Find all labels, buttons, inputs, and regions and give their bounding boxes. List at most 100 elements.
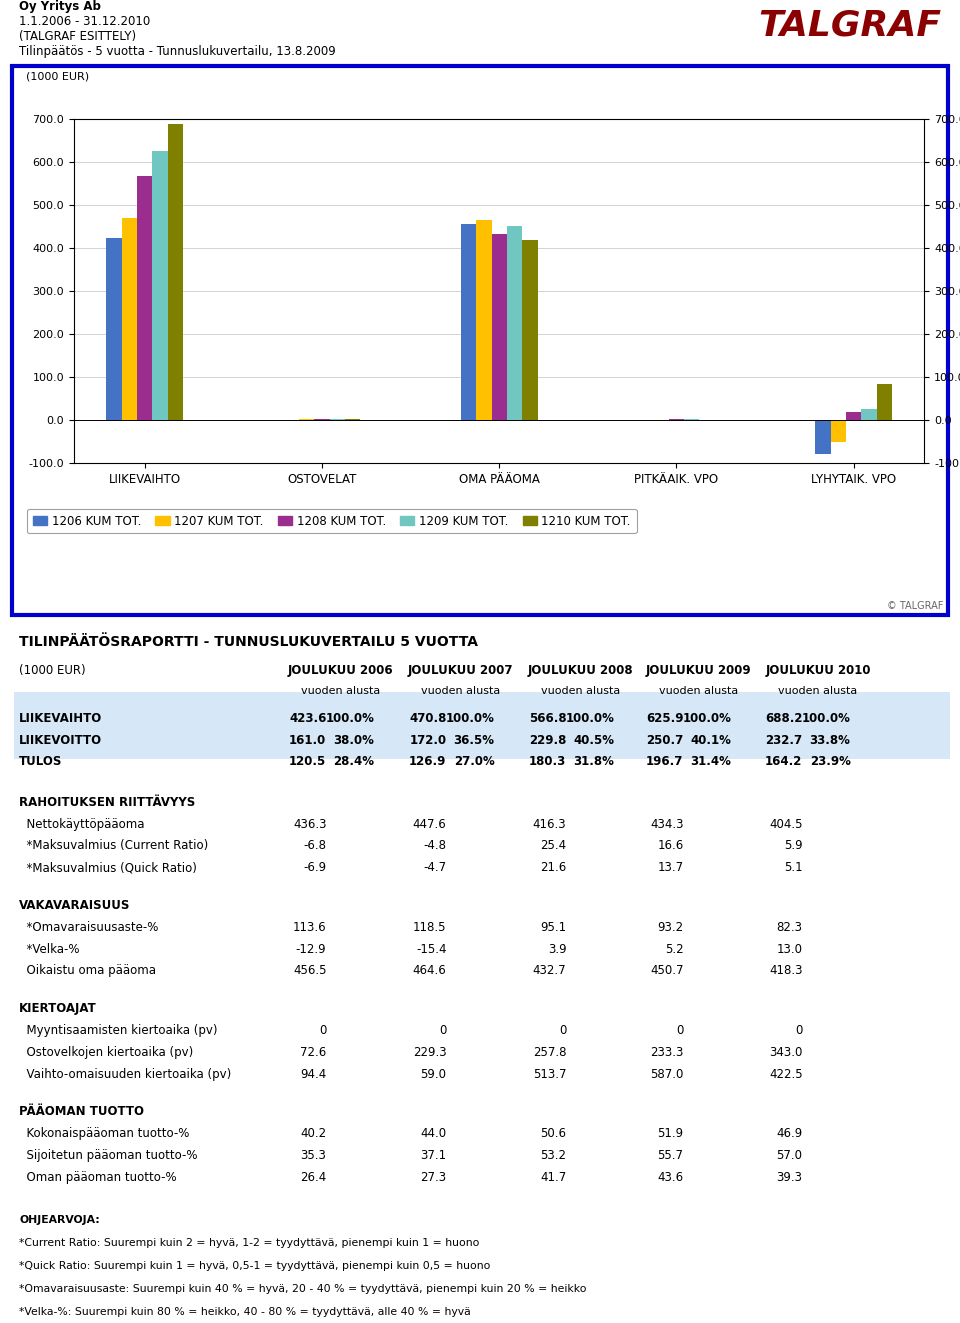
Text: 5.2: 5.2 xyxy=(665,943,684,955)
Text: -4.7: -4.7 xyxy=(423,861,446,875)
Text: (1000 EUR): (1000 EUR) xyxy=(19,664,85,677)
Text: KIERTOAJAT: KIERTOAJAT xyxy=(19,1003,97,1015)
Text: TILINPÄÄTÖSRAPORTTI - TUNNUSLUKUVERTAILU 5 VUOTTA: TILINPÄÄTÖSRAPORTTI - TUNNUSLUKUVERTAILU… xyxy=(19,635,478,650)
Text: 50.6: 50.6 xyxy=(540,1127,566,1140)
Bar xyxy=(122,217,137,421)
Text: (1000 EUR): (1000 EUR) xyxy=(26,71,89,82)
Text: VAKAVARAISUUS: VAKAVARAISUUS xyxy=(19,900,131,912)
Text: 229.8: 229.8 xyxy=(529,733,566,746)
Text: 40.5%: 40.5% xyxy=(573,733,614,746)
Text: LIIKEVAIHTO: LIIKEVAIHTO xyxy=(19,712,103,725)
Text: *Omavaraisuusaste: Suurempi kuin 40 % = hyvä, 20 - 40 % = tyydyttävä, pienempi k: *Omavaraisuusaste: Suurempi kuin 40 % = … xyxy=(19,1283,587,1294)
Text: © TALGRAF: © TALGRAF xyxy=(887,601,944,611)
Text: 13.0: 13.0 xyxy=(777,943,803,955)
Text: JOULUKUU 2006: JOULUKUU 2006 xyxy=(288,664,394,677)
Text: *Current Ratio: Suurempi kuin 2 = hyvä, 1-2 = tyydyttävä, pienempi kuin 1 = huon: *Current Ratio: Suurempi kuin 2 = hyvä, … xyxy=(19,1238,480,1248)
Text: Oikaistu oma pääoma: Oikaistu oma pääoma xyxy=(19,964,156,978)
Text: 180.3: 180.3 xyxy=(529,755,566,769)
Text: 46.9: 46.9 xyxy=(777,1127,803,1140)
Text: PÄÄOMAN TUOTTO: PÄÄOMAN TUOTTO xyxy=(19,1106,144,1118)
Text: 456.5: 456.5 xyxy=(293,964,326,978)
Text: 36.5%: 36.5% xyxy=(453,733,494,746)
Text: 566.8: 566.8 xyxy=(529,712,566,725)
Text: 447.6: 447.6 xyxy=(413,818,446,831)
Text: 229.3: 229.3 xyxy=(413,1046,446,1058)
Text: 59.0: 59.0 xyxy=(420,1068,446,1081)
Bar xyxy=(153,151,168,421)
Text: (TALGRAF ESITTELY): (TALGRAF ESITTELY) xyxy=(19,30,136,44)
Text: 25.4: 25.4 xyxy=(540,840,566,852)
Text: 100.0%: 100.0% xyxy=(802,712,851,725)
Text: 423.6: 423.6 xyxy=(289,712,326,725)
Bar xyxy=(846,413,861,421)
Text: 27.3: 27.3 xyxy=(420,1171,446,1184)
Text: 450.7: 450.7 xyxy=(650,964,684,978)
Text: 55.7: 55.7 xyxy=(658,1150,684,1162)
Text: 0: 0 xyxy=(319,1024,326,1037)
Text: Myyntisaamisten kiertoaika (pv): Myyntisaamisten kiertoaika (pv) xyxy=(19,1024,218,1037)
Text: 113.6: 113.6 xyxy=(293,921,326,934)
Bar xyxy=(830,421,846,442)
Text: Sijoitetun pääoman tuotto-%: Sijoitetun pääoman tuotto-% xyxy=(19,1150,198,1162)
Text: Nettokäyttöpääoma: Nettokäyttöpääoma xyxy=(19,818,145,831)
Bar xyxy=(815,421,830,454)
Text: 33.8%: 33.8% xyxy=(809,733,851,746)
Text: 120.5: 120.5 xyxy=(289,755,326,769)
Text: 37.1: 37.1 xyxy=(420,1150,446,1162)
Text: vuoden alusta: vuoden alusta xyxy=(301,685,380,696)
Text: 0: 0 xyxy=(559,1024,566,1037)
Text: vuoden alusta: vuoden alusta xyxy=(660,685,738,696)
Text: 434.3: 434.3 xyxy=(650,818,684,831)
Bar xyxy=(476,221,492,421)
Text: 688.2: 688.2 xyxy=(765,712,803,725)
Text: 5.9: 5.9 xyxy=(784,840,803,852)
Text: 100.0%: 100.0% xyxy=(325,712,374,725)
Text: 1.1.2006 - 31.12.2010: 1.1.2006 - 31.12.2010 xyxy=(19,15,151,28)
Text: 250.7: 250.7 xyxy=(646,733,684,746)
Text: 404.5: 404.5 xyxy=(769,818,803,831)
Text: 95.1: 95.1 xyxy=(540,921,566,934)
Text: RAHOITUKSEN RIITTÄVYYS: RAHOITUKSEN RIITTÄVYYS xyxy=(19,796,196,808)
Text: -15.4: -15.4 xyxy=(416,943,446,955)
Text: *Omavaraisuusaste-%: *Omavaraisuusaste-% xyxy=(19,921,158,934)
Text: -6.9: -6.9 xyxy=(303,861,326,875)
Text: 41.7: 41.7 xyxy=(540,1171,566,1184)
Text: 126.9: 126.9 xyxy=(409,755,446,769)
Bar xyxy=(168,124,183,421)
Text: JOULUKUU 2008: JOULUKUU 2008 xyxy=(528,664,634,677)
Text: Oman pääoman tuotto-%: Oman pääoman tuotto-% xyxy=(19,1171,177,1184)
Text: 100.0%: 100.0% xyxy=(445,712,494,725)
Text: 0: 0 xyxy=(795,1024,803,1037)
Text: 3.9: 3.9 xyxy=(548,943,566,955)
Text: 13.7: 13.7 xyxy=(658,861,684,875)
Text: 26.4: 26.4 xyxy=(300,1171,326,1184)
Text: 416.3: 416.3 xyxy=(533,818,566,831)
Text: 82.3: 82.3 xyxy=(777,921,803,934)
Text: 164.2: 164.2 xyxy=(765,755,803,769)
Text: 38.0%: 38.0% xyxy=(333,733,374,746)
Text: LIIKEVOITTO: LIIKEVOITTO xyxy=(19,733,103,746)
Text: OHJEARVOJA:: OHJEARVOJA: xyxy=(19,1216,100,1225)
Text: TULOS: TULOS xyxy=(19,755,62,769)
Text: 0: 0 xyxy=(439,1024,446,1037)
Text: 343.0: 343.0 xyxy=(769,1046,803,1058)
Text: *Velka-%: *Velka-% xyxy=(19,943,80,955)
Bar xyxy=(137,176,153,421)
Text: 418.3: 418.3 xyxy=(769,964,803,978)
Text: Ostovelkojen kiertoaika (pv): Ostovelkojen kiertoaika (pv) xyxy=(19,1046,194,1058)
Text: -4.8: -4.8 xyxy=(423,840,446,852)
Text: 118.5: 118.5 xyxy=(413,921,446,934)
Text: 625.9: 625.9 xyxy=(646,712,684,725)
Text: 5.1: 5.1 xyxy=(784,861,803,875)
Text: 587.0: 587.0 xyxy=(650,1068,684,1081)
Text: 232.7: 232.7 xyxy=(765,733,803,746)
Text: 57.0: 57.0 xyxy=(777,1150,803,1162)
Text: 94.4: 94.4 xyxy=(300,1068,326,1081)
Legend: 1206 KUM TOT., 1207 KUM TOT., 1208 KUM TOT., 1209 KUM TOT., 1210 KUM TOT.: 1206 KUM TOT., 1207 KUM TOT., 1208 KUM T… xyxy=(27,508,636,533)
Text: 40.2: 40.2 xyxy=(300,1127,326,1140)
Bar xyxy=(507,226,522,421)
Text: JOULUKUU 2007: JOULUKUU 2007 xyxy=(408,664,514,677)
Text: 16.6: 16.6 xyxy=(658,840,684,852)
Text: 21.6: 21.6 xyxy=(540,861,566,875)
Text: *Maksuvalmius (Current Ratio): *Maksuvalmius (Current Ratio) xyxy=(19,840,208,852)
